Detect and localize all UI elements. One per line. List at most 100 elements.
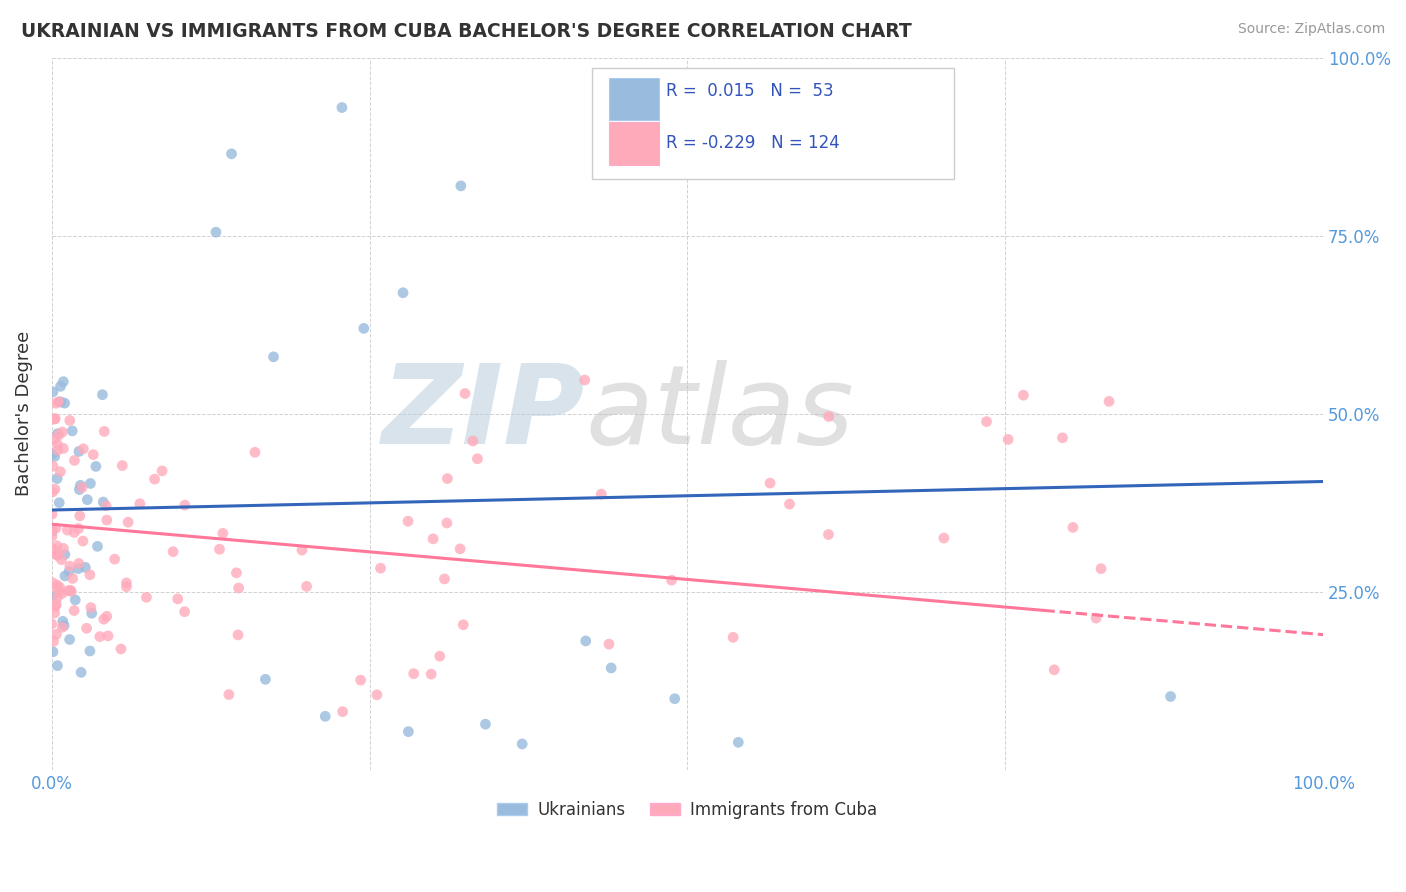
Point: [75, 560, 97, 574]
Point: [111, 458, 134, 473]
Point: [226, 628, 249, 642]
Point: [60, 584, 83, 599]
Point: [76, 621, 98, 635]
Point: [69, 508, 91, 523]
Point: [51, 586, 73, 600]
Point: [67, 483, 90, 497]
Point: [429, 649, 451, 664]
Point: [46, 658, 69, 673]
Point: [46, 548, 69, 562]
Point: [664, 691, 686, 706]
Point: [467, 451, 489, 466]
Point: [52, 375, 75, 389]
Point: [591, 487, 613, 501]
Point: [93, 425, 115, 439]
Point: [218, 688, 240, 702]
FancyBboxPatch shape: [609, 78, 659, 120]
Point: [422, 532, 444, 546]
Point: [1043, 663, 1066, 677]
Point: [46, 591, 69, 605]
Point: [46, 443, 69, 458]
Point: [41, 522, 63, 536]
Point: [48, 428, 70, 442]
Legend: Ukrainians, Immigrants from Cuba: Ukrainians, Immigrants from Cuba: [491, 795, 884, 826]
Point: [291, 543, 314, 558]
Text: UKRAINIAN VS IMMIGRANTS FROM CUBA BACHELOR'S DEGREE CORRELATION CHART: UKRAINIAN VS IMMIGRANTS FROM CUBA BACHEL…: [21, 22, 912, 41]
Point: [67, 557, 90, 571]
Point: [70, 665, 93, 680]
Text: R = -0.229   N = 124: R = -0.229 N = 124: [666, 134, 839, 153]
Point: [254, 673, 277, 687]
Point: [976, 415, 998, 429]
Point: [49, 379, 72, 393]
Point: [353, 321, 375, 335]
Point: [67, 444, 90, 458]
Point: [56, 523, 79, 537]
Point: [42, 634, 65, 648]
Point: [41, 447, 63, 461]
Point: [59, 413, 82, 427]
Point: [89, 630, 111, 644]
Point: [45, 396, 67, 410]
Point: [97, 629, 120, 643]
Text: atlas: atlas: [586, 360, 855, 467]
Point: [53, 618, 76, 632]
Point: [314, 709, 336, 723]
Point: [46, 426, 69, 441]
Point: [51, 552, 73, 566]
Point: [86, 540, 108, 554]
Point: [1160, 690, 1182, 704]
Point: [93, 612, 115, 626]
Text: Source: ZipAtlas.com: Source: ZipAtlas.com: [1237, 22, 1385, 37]
Point: [263, 350, 285, 364]
Point: [330, 101, 353, 115]
Point: [82, 448, 104, 462]
Point: [600, 661, 623, 675]
Point: [63, 453, 86, 467]
Point: [135, 591, 157, 605]
Point: [110, 642, 132, 657]
Point: [84, 459, 107, 474]
Point: [166, 591, 188, 606]
Point: [173, 605, 195, 619]
Point: [115, 575, 138, 590]
Point: [96, 609, 118, 624]
Point: [449, 541, 471, 556]
Point: [91, 387, 114, 401]
Point: [41, 616, 63, 631]
Point: [48, 394, 70, 409]
Point: [46, 578, 69, 592]
Text: R =  0.015   N =  53: R = 0.015 N = 53: [666, 82, 834, 100]
Point: [932, 531, 955, 545]
Point: [46, 472, 69, 486]
Point: [58, 565, 80, 579]
Point: [76, 492, 98, 507]
Point: [49, 395, 72, 409]
Point: [727, 735, 749, 749]
Point: [48, 496, 70, 510]
Point: [59, 559, 82, 574]
Point: [221, 146, 243, 161]
Point: [42, 645, 65, 659]
Point: [49, 465, 72, 479]
Point: [52, 615, 75, 629]
FancyBboxPatch shape: [592, 69, 955, 178]
Point: [332, 705, 354, 719]
Point: [575, 634, 598, 648]
Point: [228, 581, 250, 595]
Point: [450, 178, 472, 193]
Point: [396, 514, 419, 528]
Point: [41, 485, 63, 500]
Point: [402, 666, 425, 681]
Point: [115, 580, 138, 594]
Point: [44, 450, 66, 464]
Point: [69, 478, 91, 492]
Point: [41, 529, 63, 543]
Point: [52, 442, 75, 456]
Point: [53, 548, 76, 562]
Point: [143, 472, 166, 486]
Point: [779, 497, 801, 511]
Point: [117, 515, 139, 529]
Point: [1062, 520, 1084, 534]
Point: [94, 499, 117, 513]
